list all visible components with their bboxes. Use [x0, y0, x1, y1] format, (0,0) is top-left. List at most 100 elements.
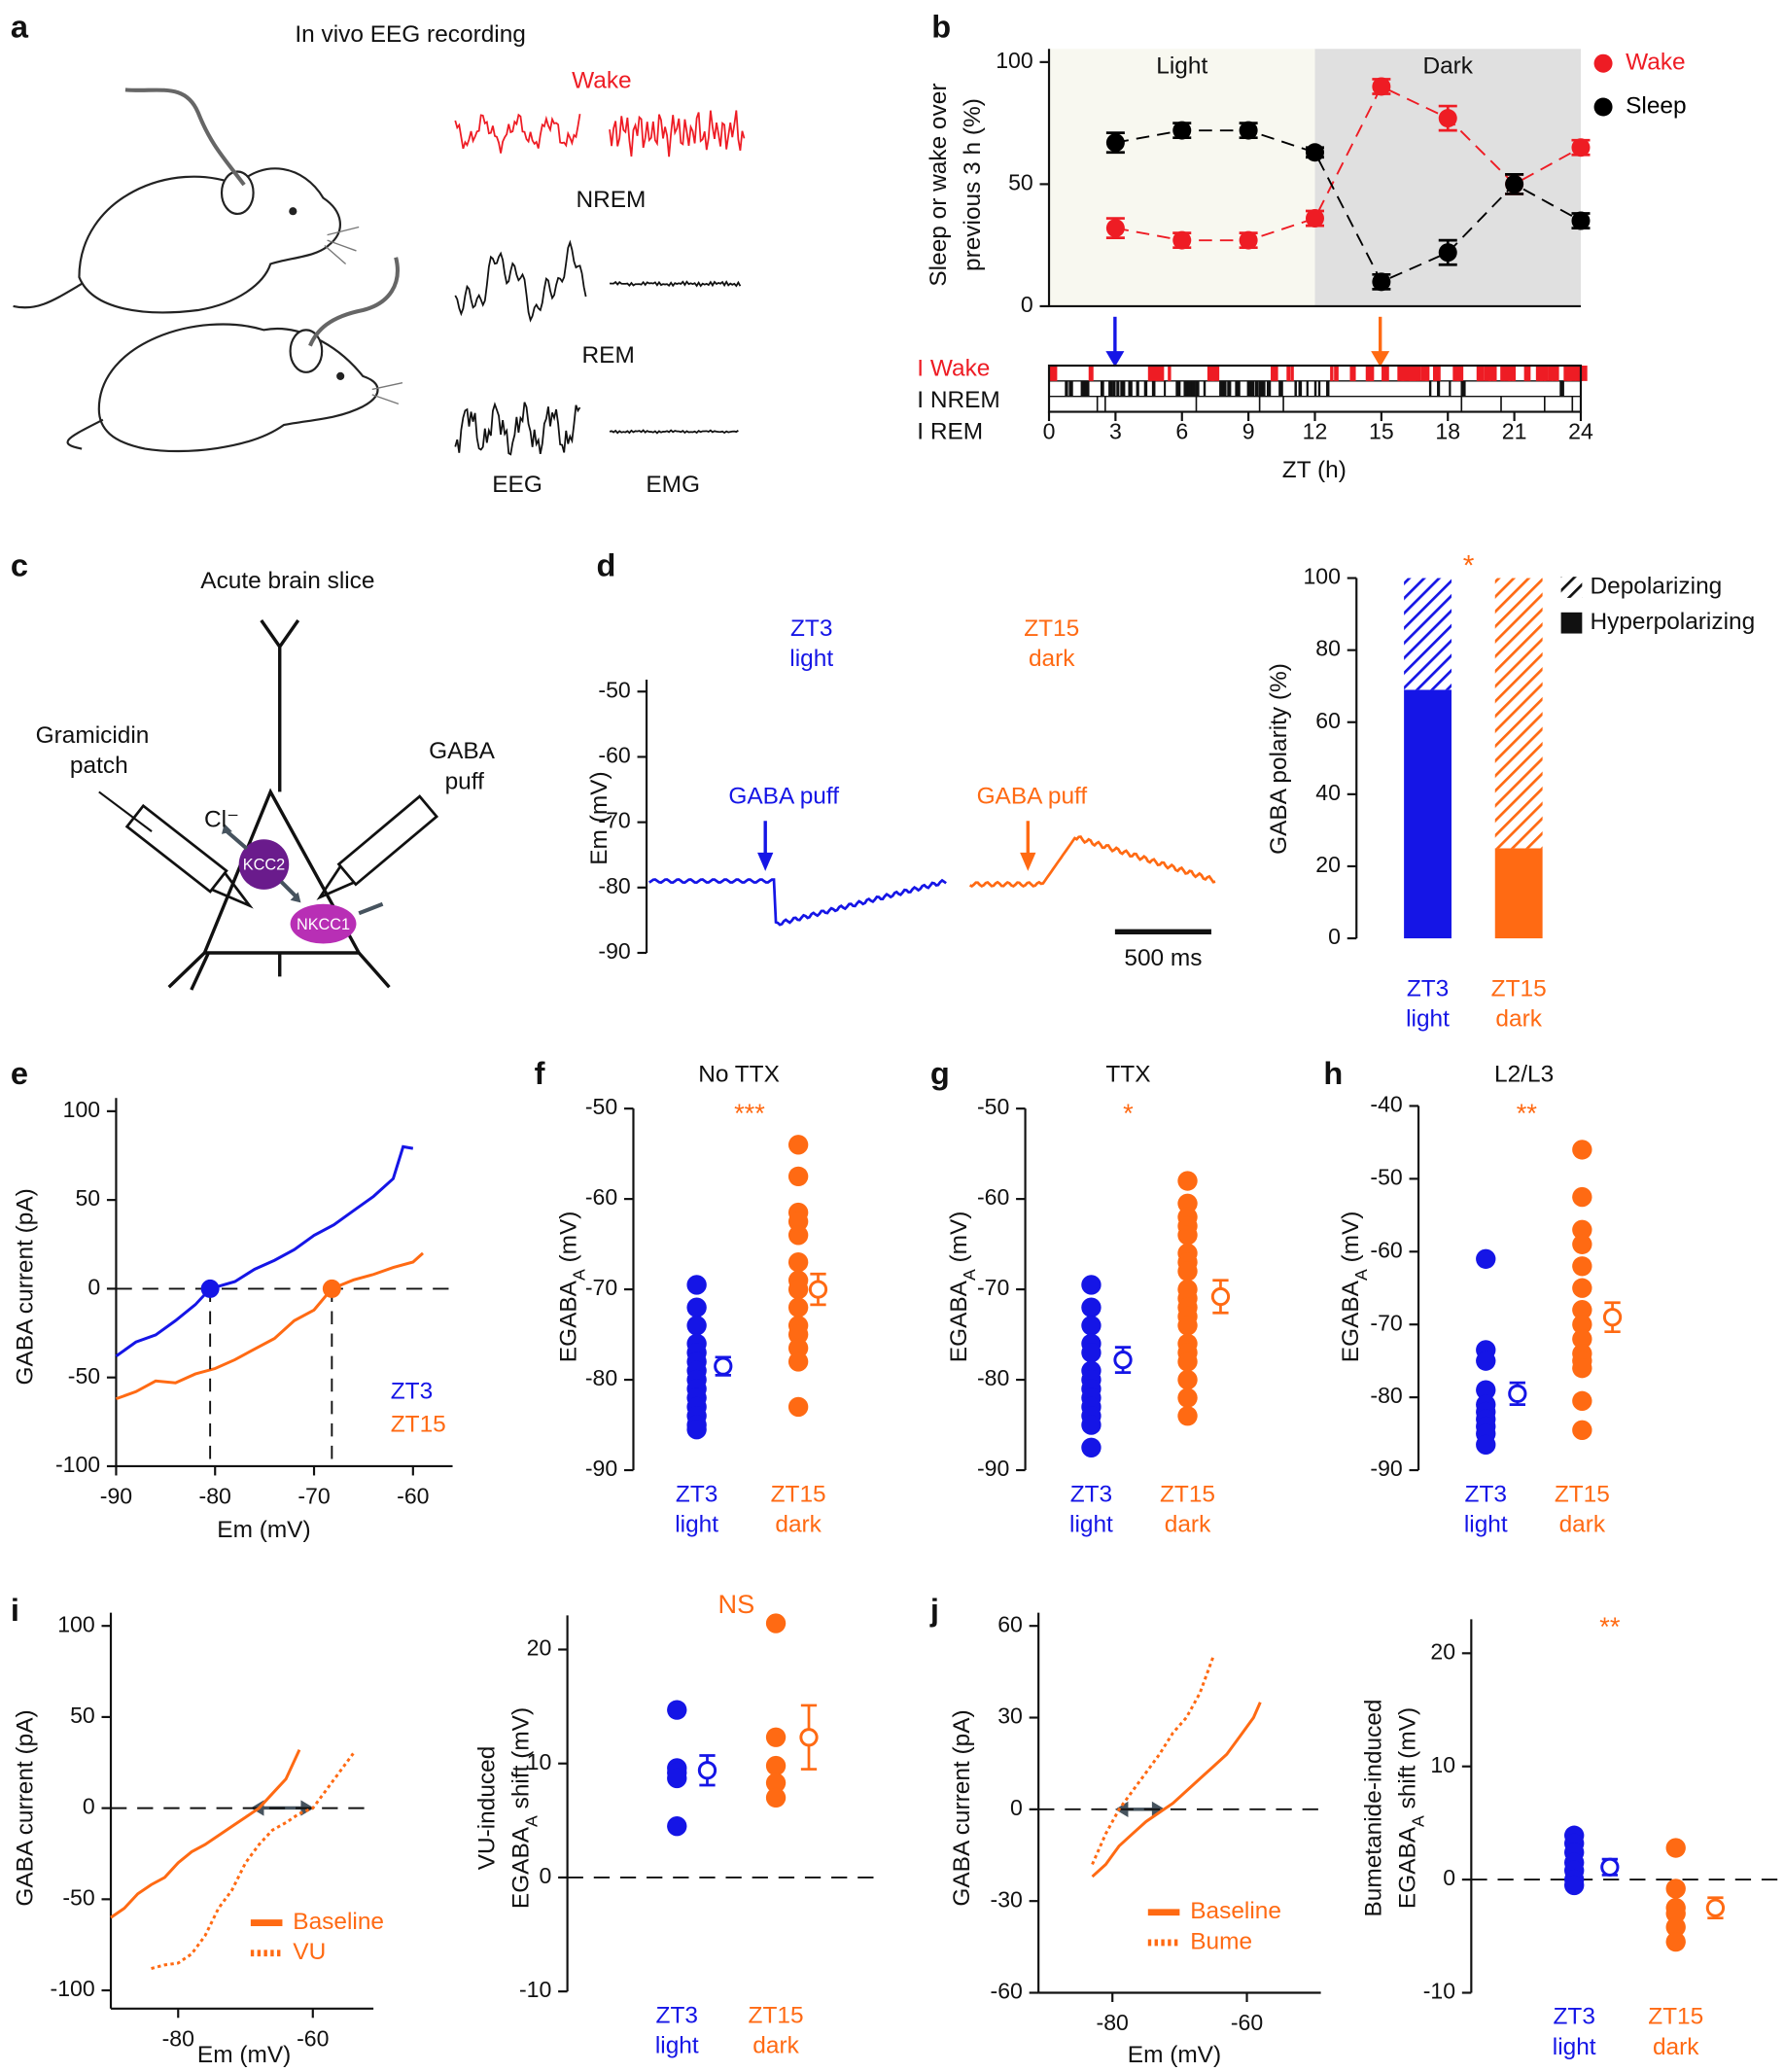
hypnogram-epoch: [1504, 366, 1511, 381]
hypnogram-epoch: [1210, 366, 1220, 381]
y-axis-label-unit: (mV): [947, 1212, 973, 1263]
hypnogram-epoch: [1104, 396, 1106, 412]
hypnogram-epoch: [1548, 366, 1554, 381]
y-tick-label: 10: [527, 1749, 552, 1774]
legend-marker: [1593, 53, 1613, 73]
series-line: [1091, 1702, 1262, 1879]
data-point: [1177, 1225, 1198, 1246]
hypnogram-epoch: [1116, 380, 1120, 397]
x-tick-label: 6: [1175, 418, 1188, 443]
data-point: [1505, 174, 1524, 193]
y-axis-label-unit: shift (mV): [1395, 1707, 1421, 1809]
signal-trace: [454, 402, 581, 456]
hypnogram-epoch: [1543, 366, 1549, 381]
y-tick-label: -60: [598, 743, 630, 768]
y-axis-label-sub: A: [1408, 1815, 1427, 1827]
hypnogram-epoch: [1191, 380, 1196, 397]
x-tick-label: 18: [1435, 418, 1460, 443]
hypnogram-epoch: [1552, 366, 1558, 381]
hypnogram-epoch: [1452, 366, 1459, 381]
mean-marker: [1600, 1857, 1620, 1877]
hypnogram-epoch: [1432, 366, 1441, 381]
hypnogram-epoch: [1382, 366, 1389, 381]
hypnogram-epoch: [1508, 366, 1515, 381]
y-tick-label: 0: [87, 1275, 100, 1300]
data-point: [765, 1727, 787, 1747]
reversal-point: [200, 1279, 220, 1298]
data-point: [1305, 209, 1324, 228]
signal-trace: [609, 280, 742, 288]
y-tick-label: -60: [585, 1184, 617, 1210]
category-label: ZT3: [656, 2002, 698, 2028]
series-line: [1115, 85, 1582, 242]
mean-marker: [1508, 1384, 1527, 1404]
y-tick-label: -10: [1423, 1979, 1455, 2004]
data-point: [1177, 1369, 1198, 1390]
category-sublabel: dark: [1495, 1006, 1542, 1033]
chart-title: TTX: [1105, 1062, 1150, 1088]
y-tick-label: 40: [1315, 780, 1341, 805]
data-point: [1572, 1186, 1592, 1208]
x-axis-label: ZT (h): [1282, 457, 1347, 483]
x-tick-label: -90: [100, 1484, 132, 1509]
transporter-label: KCC2: [243, 857, 285, 874]
data-point: [1177, 1171, 1198, 1191]
hypnogram-epoch: [1183, 380, 1189, 397]
transporter-label: NKCC1: [297, 916, 350, 933]
data-point: [1665, 1916, 1686, 1938]
data-point: [1572, 1140, 1592, 1160]
phase-shading: [1049, 49, 1315, 306]
x-tick-label: 24: [1568, 418, 1593, 443]
legend-label: Bume: [1190, 1928, 1252, 1954]
category-sublabel: light: [1406, 1006, 1450, 1033]
hypnogram-epoch: [1397, 366, 1405, 381]
y-tick-label: 100: [996, 48, 1032, 73]
pipette-label: Gramicidin: [36, 722, 150, 749]
time-arrows: [1105, 316, 1390, 368]
hypnogram-epoch: [1571, 396, 1574, 412]
data-point: [765, 1773, 787, 1793]
bar-segment: [1404, 578, 1452, 690]
panel-letter: i: [11, 1593, 19, 1628]
hypnogram-epoch: [1420, 366, 1428, 381]
condition-sublabel: dark: [1029, 646, 1075, 672]
data-point: [1665, 1838, 1686, 1858]
hypnogram-epoch: [1535, 366, 1544, 381]
panel-letter: b: [931, 10, 951, 45]
data-point: [1105, 133, 1125, 153]
data-point: [1476, 1380, 1496, 1400]
data-point: [765, 1755, 787, 1776]
y-tick-label: -90: [598, 938, 630, 964]
y-axis-label: EGABAA (mV): [1339, 1212, 1371, 1363]
hypnogram-epoch: [1250, 380, 1255, 397]
hypnogram-epoch: [1254, 380, 1259, 397]
data-point: [1572, 1278, 1592, 1298]
state-label: NREM: [576, 187, 646, 213]
hypnogram-epoch: [1207, 366, 1215, 381]
data-point: [1665, 1879, 1686, 1899]
series-line: [151, 1752, 355, 1970]
mouse-illustration: [13, 88, 403, 453]
category-label: ZT3: [1407, 975, 1449, 1001]
category-sublabel: light: [655, 2033, 699, 2059]
category-sublabel: dark: [1653, 2034, 1699, 2060]
puff-annotation: GABA puff: [977, 783, 1088, 809]
y-tick-label: 20: [1430, 1638, 1455, 1664]
ion-label: Cl⁻: [204, 807, 239, 833]
legend-label: Sleep: [1626, 92, 1686, 119]
data-point: [1372, 272, 1391, 292]
y-tick-label: 50: [1008, 169, 1033, 194]
y-tick-label: -90: [585, 1456, 617, 1481]
y-tick-label: 0: [1443, 1865, 1455, 1890]
x-tick-label: -80: [1097, 2010, 1129, 2035]
data-point: [787, 1279, 809, 1300]
category-sublabel: dark: [1165, 1511, 1211, 1537]
y-tick-label: 30: [997, 1703, 1023, 1729]
category-sublabel: light: [1553, 2034, 1596, 2060]
y-axis-label: Sleep or wake over: [926, 84, 952, 287]
hypnogram-epoch: [1567, 366, 1577, 381]
panel-title: In vivo EEG recording: [295, 21, 526, 48]
y-tick-label: -10: [519, 1977, 551, 2002]
y-tick-label: -100: [51, 1976, 95, 2001]
